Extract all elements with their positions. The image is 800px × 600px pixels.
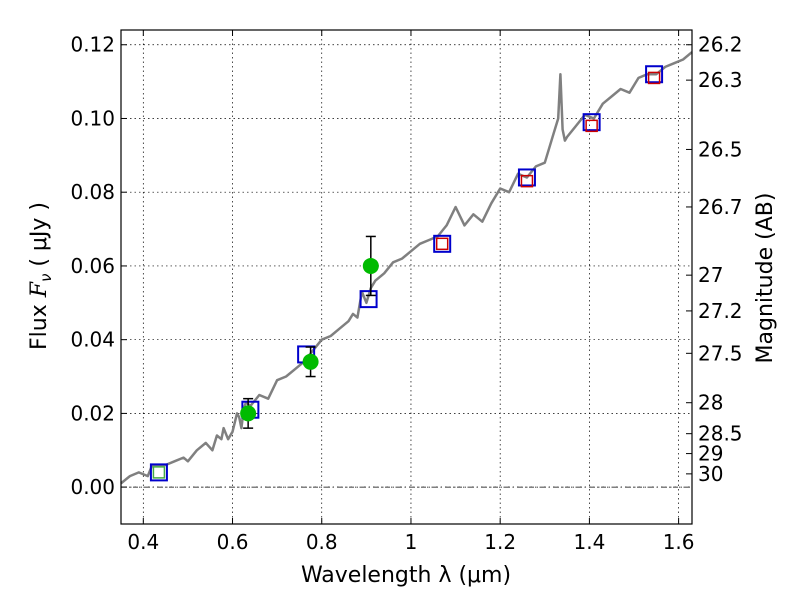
observed-photometry-square <box>152 466 166 479</box>
x-axis-label: Wavelength λ (μm) <box>301 563 511 588</box>
model-photometry-square <box>359 290 378 309</box>
magnitude-tick-label: 27.5 <box>698 341 743 365</box>
observed-photometry-square <box>585 119 598 133</box>
y-axis-ticks: 0.00 0.02 0.04 0.06 0.08 0.10 0.12 <box>70 33 127 499</box>
x-tick-label: 1.2 <box>484 530 516 554</box>
y-axis-label-subscript: ν <box>37 274 55 282</box>
magnitude-tick-label: 28 <box>698 391 723 415</box>
magnitude-tick-label: 29 <box>698 442 723 466</box>
grid-lines <box>121 30 692 524</box>
magnitude-tick-label: 26.2 <box>698 33 743 57</box>
x-axis-ticks: 0.4 0.6 0.8 1 1.2 1.4 1.6 <box>127 30 695 554</box>
y-axis-label-symbol: F <box>27 281 52 298</box>
x-tick-label: 1 <box>405 530 418 554</box>
x-tick-label: 0.4 <box>127 530 159 554</box>
magnitude-axis-label: Magnitude (AB) <box>753 193 778 364</box>
observed-photometry-square <box>520 174 534 188</box>
measured-flux-point <box>240 405 257 422</box>
measured-flux-point <box>362 257 379 274</box>
observed-photometry-square <box>435 237 449 251</box>
x-tick-label: 0.6 <box>217 530 249 554</box>
model-photometry-square <box>645 65 664 84</box>
plot-frame <box>120 29 693 525</box>
model-photometry-square <box>582 113 601 132</box>
y-axis-label: Flux Fν ( μJy ) <box>27 202 55 350</box>
y-tick-label: 0.02 <box>70 401 115 425</box>
model-photometry-square <box>517 168 536 187</box>
magnitude-tick-label: 30 <box>698 462 723 486</box>
magnitude-tick-label: 26.3 <box>698 68 743 92</box>
model-spectrum-line <box>120 51 693 485</box>
magnitude-tick-label: 28.5 <box>698 422 743 446</box>
y-axis-label-suffix: ( μJy ) <box>27 202 52 274</box>
y-tick-label: 0.10 <box>70 106 115 130</box>
y-axis-label-prefix: Flux <box>27 297 52 350</box>
model-photometry-square <box>433 234 452 253</box>
observed-photometry-square <box>647 71 661 85</box>
y-tick-label: 0.08 <box>70 180 115 204</box>
x-tick-label: 0.8 <box>306 530 338 554</box>
magnitude-tick-label: 26.7 <box>698 195 743 219</box>
x-tick-label: 1.4 <box>573 530 605 554</box>
magnitude-tick-label: 27.2 <box>698 299 743 323</box>
y-tick-label: 0.12 <box>70 33 115 57</box>
series-layer <box>120 51 693 485</box>
magnitude-tick-label: 27 <box>698 263 723 287</box>
model-photometry-square <box>149 463 168 482</box>
x-tick-label: 1.6 <box>663 530 695 554</box>
magnitude-tick-label: 26.5 <box>698 137 743 161</box>
measured-flux-point <box>302 353 319 370</box>
y-tick-label: 0.06 <box>70 254 115 278</box>
y-tick-label: 0.04 <box>70 328 115 352</box>
y-tick-label: 0.00 <box>70 475 115 499</box>
